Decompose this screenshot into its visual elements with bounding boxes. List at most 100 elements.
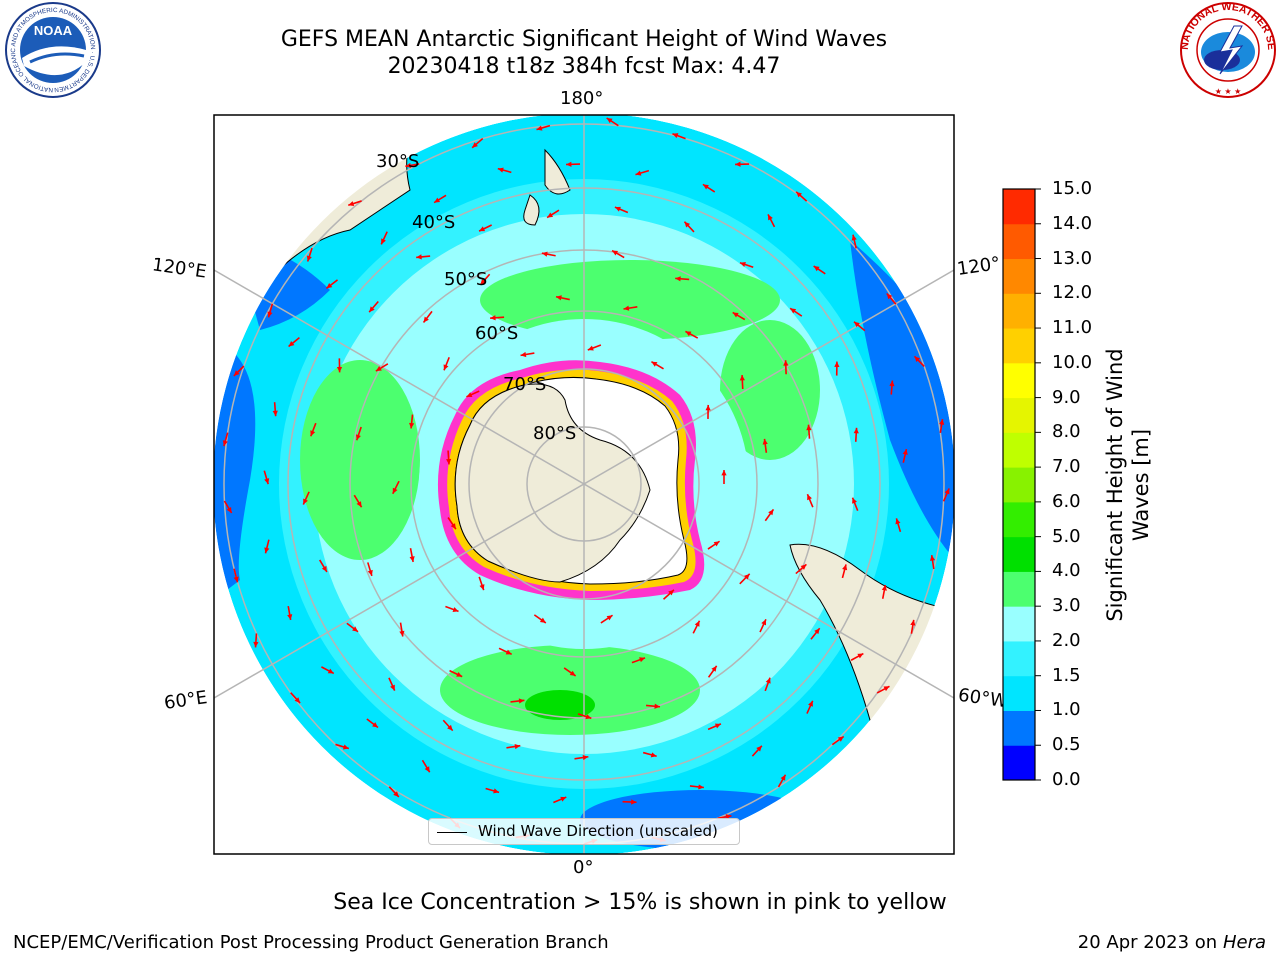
nws-stars: ★ ★ ★ — [1215, 87, 1242, 96]
colorbar-segment — [1003, 223, 1035, 260]
colorbar-segment — [1003, 328, 1035, 364]
wave-arrow-head — [336, 366, 343, 373]
colorbar-segment — [1003, 710, 1035, 746]
wave-arrow-head — [450, 523, 456, 530]
wave-arrow-head — [288, 341, 295, 347]
wave-arrow-head — [721, 470, 727, 476]
legend-line-sample — [437, 832, 467, 833]
wave-arrow-head — [303, 498, 308, 505]
map-border — [213, 114, 955, 855]
wave-arrow-head — [651, 361, 658, 367]
colorbar-label: Significant Height of Wind Waves [m] — [1102, 325, 1154, 645]
wave-arrow-head — [434, 197, 441, 203]
wave-arrow-head — [348, 201, 355, 207]
wave-arrow-head — [739, 375, 745, 381]
lat-label-60s: 60°S — [475, 323, 519, 344]
wave-arrow-head — [881, 584, 887, 591]
wave-arrow-head — [851, 234, 857, 241]
wave-arrow-head — [623, 305, 630, 311]
wave-arrow-head — [735, 161, 741, 167]
wave-arrow-head — [326, 283, 333, 289]
wave-arrow-head — [367, 569, 373, 576]
wave-arrow-head — [780, 774, 786, 781]
wave-arrow-head — [272, 410, 278, 417]
wave-arrow-head — [416, 254, 422, 260]
wave-arrow-head — [902, 449, 908, 455]
wave-arrow-head — [392, 487, 398, 494]
meridian-120w-60e — [214, 269, 954, 699]
wave-arrow-head — [253, 641, 259, 648]
wave-arrow-head — [405, 162, 412, 168]
wave-arrow-head — [698, 784, 704, 790]
wave-arrow-head — [650, 752, 657, 758]
wave-arrow-head — [585, 714, 592, 720]
colorbar-segment — [1003, 293, 1035, 329]
wave-arrow-head — [493, 788, 500, 794]
wave-arrow-head — [756, 745, 762, 752]
colorbar-segment — [1003, 571, 1035, 607]
wave-arrow-head — [569, 670, 576, 676]
colorbar-segment — [1003, 675, 1035, 711]
wave-arrow-head — [587, 345, 594, 351]
wave-arrow-head — [560, 796, 567, 802]
wave-arrow-head — [768, 214, 773, 221]
wave-arrow-head — [705, 404, 711, 411]
colorbar — [1002, 188, 1041, 781]
wave-low-west — [214, 340, 256, 600]
wave-arrow-head — [479, 584, 485, 591]
wave-arrow-head — [541, 251, 548, 257]
legend-label: Wind Wave Direction (unscaled) — [478, 822, 718, 840]
wave-arrow-head — [814, 628, 820, 635]
wave-arrow-head — [456, 671, 463, 677]
wave-arrow-head — [294, 697, 301, 704]
wave-arrow-head — [355, 434, 361, 441]
wave-arrow-head — [783, 360, 789, 366]
credit-left: NCEP/EMC/Verification Post Processing Pr… — [13, 932, 609, 953]
colorbar-segment — [1003, 189, 1035, 225]
credit-machine: Hera — [1222, 932, 1266, 953]
wave-arrow-head — [807, 494, 812, 501]
wave-arrow-head — [233, 576, 239, 583]
wave-arrow-head — [694, 620, 700, 627]
wave-arrow-head — [393, 791, 399, 797]
wave-arrow-head — [732, 312, 739, 318]
colorbar-tick-label: 7.0 — [1052, 456, 1081, 478]
antarctica-land — [454, 383, 651, 583]
colorbar-segment — [1003, 467, 1035, 503]
wave-arrow-head — [226, 507, 232, 513]
lon-label-180: 180° — [560, 88, 604, 109]
colorbar-tick-label: 0.0 — [1052, 769, 1081, 790]
noaa-logo: NOAA NATIONAL OCEANIC AND ATMOSPHERIC AD… — [0, 0, 101, 98]
colorbar-segment — [1003, 397, 1035, 433]
wave-arrow-head — [287, 614, 293, 620]
colorbar-tick-label: 11.0 — [1052, 317, 1093, 339]
wave-arrow-head — [399, 630, 405, 637]
wave-arrow-head — [518, 698, 525, 704]
colorbar-tick-label: 5.0 — [1052, 525, 1081, 547]
wave-arrow-head — [808, 700, 813, 707]
wave-arrow-head — [327, 668, 334, 674]
wave-arrow-head — [505, 649, 512, 655]
colorbar-tick-label: 13.0 — [1052, 247, 1093, 269]
wave-arrow-head — [834, 361, 840, 368]
graticule — [214, 115, 954, 854]
wave-arrow-head — [267, 311, 273, 318]
wave-arrow-head — [452, 607, 459, 612]
wave-arrow-head — [233, 370, 240, 376]
wave-patch-atlantic — [440, 645, 700, 735]
wave-arrow-head — [889, 380, 895, 387]
nws-logo: NATIONAL WEATHER SERVICE ★ ★ ★ — [1176, 0, 1277, 98]
wave-arrow-head — [635, 170, 642, 176]
chart-title: GEFS MEAN Antarctic Significant Height o… — [280, 27, 888, 52]
wave-arrow-head — [390, 684, 395, 691]
wave-arrow-head — [806, 424, 812, 431]
outside-projection-area — [214, 115, 954, 854]
wave-arrow-head — [614, 206, 621, 212]
wave-arrow-head — [790, 308, 797, 314]
colorbar-tick-label: 9.0 — [1052, 386, 1081, 408]
wave-arrow-head — [490, 315, 496, 321]
wave-arrow-head — [306, 255, 312, 262]
colorbar-tick-label: 14.0 — [1052, 212, 1093, 234]
wave-low-east — [850, 240, 954, 560]
